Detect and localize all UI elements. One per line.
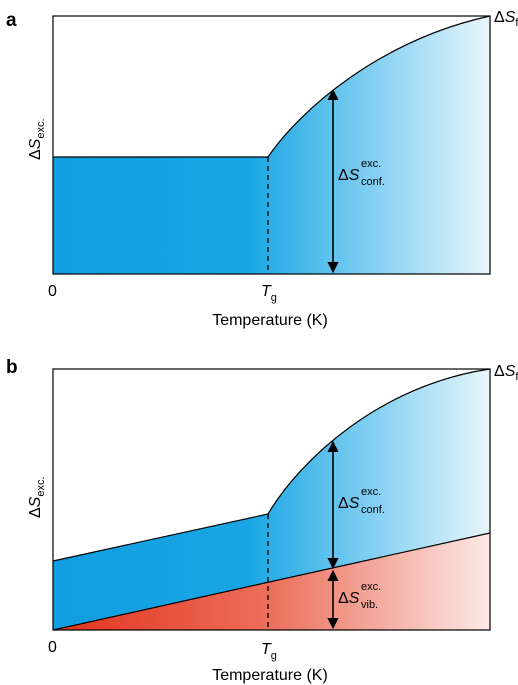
panel-b-entropy-curve — [52, 368, 491, 562]
panel-a-conf-annotation-sub: conf. — [361, 176, 385, 188]
panel-b-tg-label: Tg — [261, 641, 277, 662]
panel-b: b ΔSexc. ΔSf ΔS exc. conf. — [6, 357, 518, 684]
panel-a-x-axis-label: Temperature (K) — [212, 312, 328, 329]
panel-b-letter: b — [6, 357, 18, 378]
panel-a-conf-annotation: ΔS — [338, 167, 360, 184]
panel-a: a ΔSexc. ΔSf ΔS exc. conf. 0 Tg — [6, 9, 518, 329]
panel-b-vib-annotation-sub: vib. — [361, 599, 378, 611]
panel-a-plot-frame — [52, 15, 491, 275]
panel-b-y-axis-label: ΔSexc. — [27, 476, 47, 518]
panel-a-letter: a — [6, 10, 17, 31]
panel-b-conf-annotation-sup: exc. — [361, 486, 381, 498]
panel-b-vib-annotation: ΔS — [338, 590, 360, 607]
panel-a-entropy-curve — [53, 15, 491, 158]
panel-a-conf-annotation-sup: exc. — [361, 158, 381, 170]
panel-b-plot-frame — [52, 368, 491, 631]
panel-a-configurational-area — [53, 16, 490, 274]
panel-b-vibrational-line — [52, 532, 491, 631]
panel-b-vib-annotation-sup: exc. — [361, 581, 381, 593]
panel-a-y-axis-label: ΔSexc. — [27, 118, 47, 160]
panel-b-conf-annotation: ΔS — [338, 495, 360, 512]
panel-a-x-zero: 0 — [48, 283, 57, 300]
panel-b-conf-annotation-sub: conf. — [361, 504, 385, 516]
panel-b-x-zero: 0 — [48, 639, 57, 656]
panel-b-right-label: ΔSf — [494, 363, 518, 383]
panel-a-tg-label: Tg — [261, 283, 277, 304]
panel-b-x-axis-label: Temperature (K) — [212, 667, 328, 684]
panel-a-right-label: ΔSf — [494, 9, 518, 29]
panel-b-configurational-area — [53, 369, 490, 630]
